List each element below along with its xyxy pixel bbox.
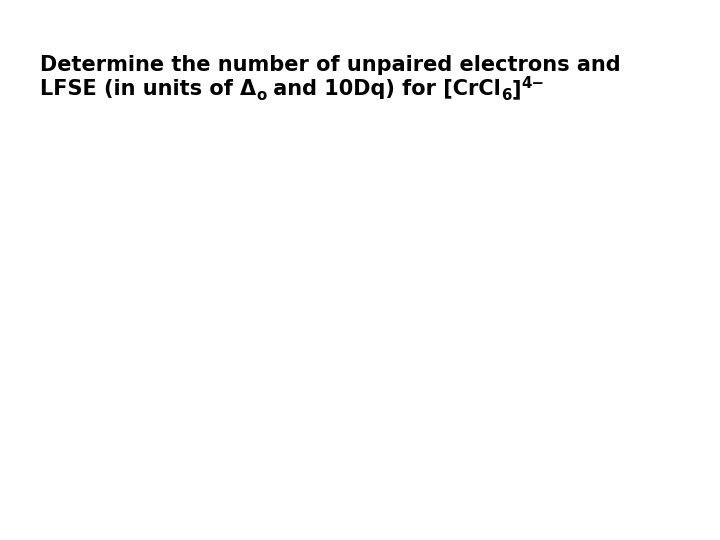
Text: 4−: 4−: [521, 76, 544, 91]
Text: o: o: [256, 88, 266, 103]
Text: Determine the number of unpaired electrons and: Determine the number of unpaired electro…: [40, 55, 621, 75]
Text: 6: 6: [501, 88, 512, 103]
Text: Δ: Δ: [240, 79, 256, 99]
Text: LFSE (in units of: LFSE (in units of: [40, 79, 240, 99]
Text: and 10Dq) for [CrCl: and 10Dq) for [CrCl: [266, 79, 501, 99]
Text: ]: ]: [512, 79, 521, 99]
